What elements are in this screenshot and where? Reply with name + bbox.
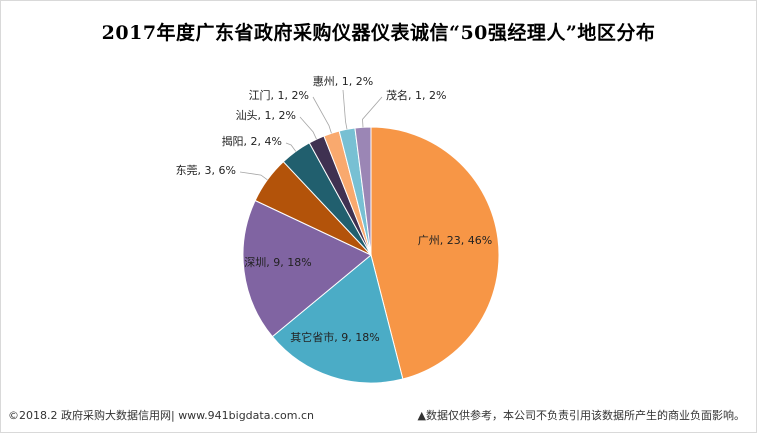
footer-disclaimer: ▲数据仅供参考，本公司不负责引用该数据所产生的商业负面影响。 [417,409,745,422]
leader-line-5 [299,116,317,140]
leader-line-8 [362,96,383,128]
pie-slice-0 [370,126,500,380]
leader-line-7 [342,89,348,130]
slice-label-6: 江门, 1, 2% [249,88,309,102]
slice-label-2: 深圳, 9, 18% [244,256,311,269]
pie-slice-1 [271,254,404,384]
pie-slice-2 [242,199,372,338]
chart-title: 2017年度广东省政府采购仪器仪表诚信“50强经理人”地区分布 [101,22,656,44]
slice-label-1: 其它省市, 9, 18% [290,330,379,344]
footer-source: ©2018.2 政府采购大数据信用网| www.941bigdata.com.c… [8,409,314,422]
leader-line-6 [312,96,332,134]
leader-line-3 [239,171,268,181]
slice-label-3: 东莞, 3, 6% [176,164,236,177]
leader-line-4 [285,142,297,152]
slice-label-0: 广州, 23, 46% [418,234,492,247]
slice-label-5: 汕头, 1, 2% [236,109,296,122]
slice-label-7: 惠州, 1, 2% [313,74,373,88]
slice-label-8: 茂名, 1, 2% [386,88,446,102]
slice-label-4: 揭阳, 2, 4% [222,134,282,148]
